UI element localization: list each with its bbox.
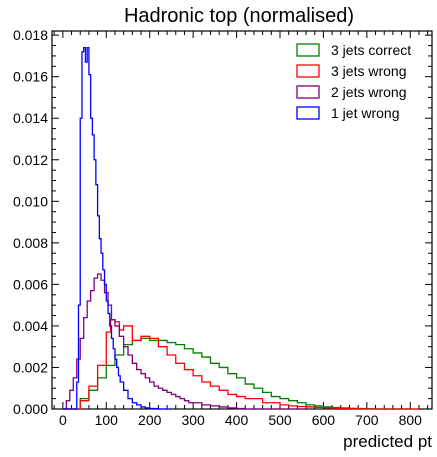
x-tick-label: 800 [399,412,423,428]
plot-frame [51,30,433,410]
x-tick-label: 400 [225,412,249,428]
legend: 3 jets correct 3 jets wrong 2 jets wrong 1 … [296,42,411,121]
y-tick-label: 0.018 [13,27,48,43]
y-tick-label: 0.008 [13,235,48,251]
y-tick-label: 0.016 [13,69,48,85]
y-tick-label: 0.000 [13,401,48,417]
legend-label: 1 jet wrong [331,105,399,121]
x-axis-label: predicted pt [343,432,432,451]
x-tick-label: 200 [138,412,162,428]
y-tick-label: 0.014 [13,110,48,126]
legend-swatch [296,85,320,99]
y-tick-label: 0.010 [13,193,48,209]
y-axis-ticks: 0.000 0.002 0.004 0.006 0.008 0.010 0.012 0.014… [13,27,432,417]
x-tick-label: 300 [181,412,205,428]
legend-swatch [296,64,320,78]
legend-label: 3 jets correct [331,42,411,58]
chart-title: Hadronic top (normalised) [124,5,354,27]
legend-label: 3 jets wrong [331,63,406,79]
series-line-1 [62,337,411,410]
y-tick-label: 0.004 [13,318,48,334]
y-tick-label: 0.012 [13,152,48,168]
legend-swatch [296,43,320,57]
y-tick-label: 0.002 [13,359,48,375]
y-tick-label: 0.006 [13,276,48,292]
legend-label: 2 jets wrong [331,84,406,100]
series-layer [62,46,419,410]
legend-swatch [296,106,320,120]
series-line-3 [62,273,307,410]
x-axis-ticks: 0 100 200 300 400 500 600 700 800 [53,31,429,428]
x-tick-label: 500 [268,412,292,428]
x-tick-label: 100 [95,412,119,428]
x-tick-label: 0 [59,412,67,428]
series-line-4 [62,46,172,410]
x-tick-label: 700 [355,412,379,428]
x-tick-label: 600 [312,412,336,428]
